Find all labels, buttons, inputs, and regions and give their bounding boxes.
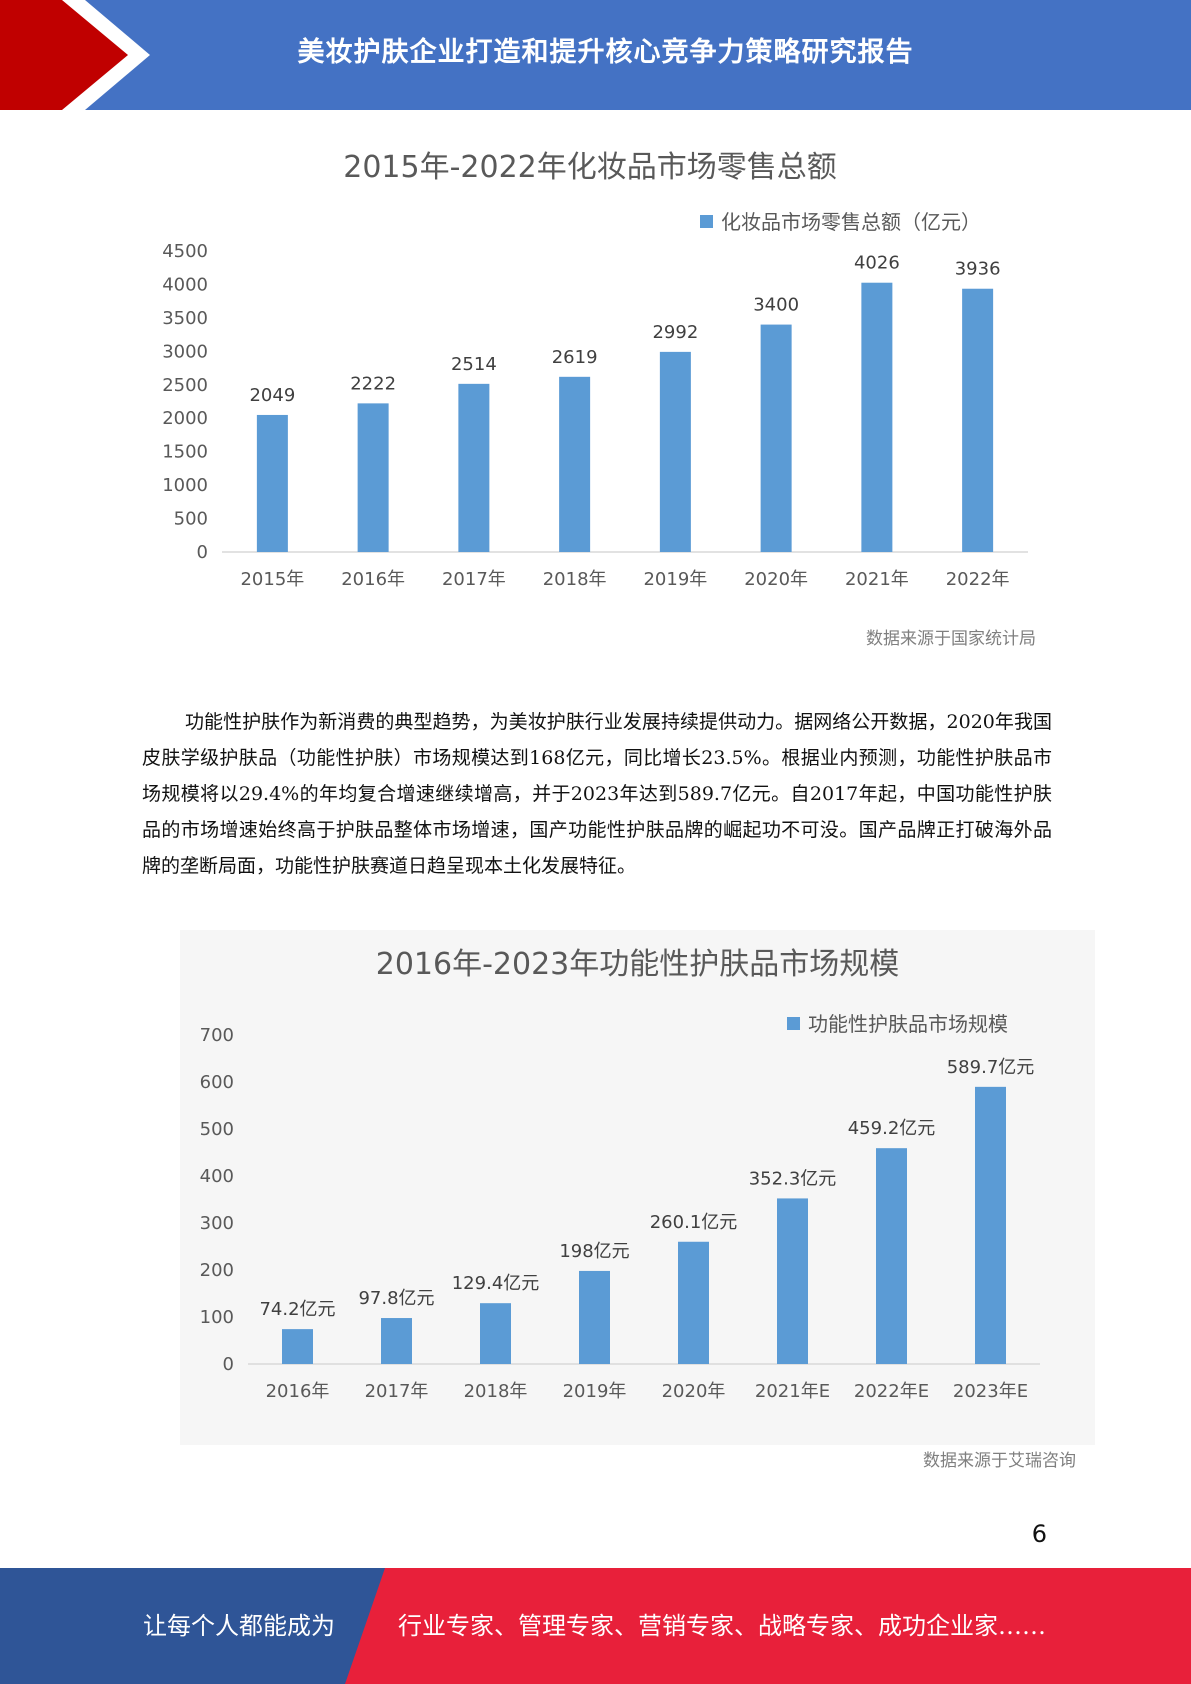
chart-source-note: 数据来源于艾瑞咨询 — [923, 1451, 1076, 1471]
page-header: 美妆护肤企业打造和提升核心竞争力策略研究报告 — [0, 0, 1191, 110]
x-tick-label: 2019年 — [563, 1381, 627, 1402]
data-label: 2619 — [552, 347, 598, 368]
chart-source-note: 数据来源于国家统计局 — [866, 629, 1036, 649]
bar — [559, 376, 591, 552]
functional-skincare-plot: 0 100 200 300 400 500 600 700 74.2亿元 2016年 97.8亿元 2… — [200, 1025, 1040, 1402]
y-tick-label: 500 — [174, 509, 208, 530]
data-label: 2222 — [350, 373, 396, 394]
functional-skincare-chart: 2016年-2023年功能性护肤品市场规模 功能性护肤品市场规模 0 100 200… — [180, 930, 1095, 1445]
bar — [876, 1148, 907, 1364]
bar — [962, 288, 994, 552]
bar — [458, 383, 490, 552]
retail-sales-plot: 0 500 1000 1500 2000 2500 3000 3500 4000 4500 2049… — [162, 241, 1028, 590]
bar — [678, 1241, 709, 1364]
header-chevron-decoration — [0, 0, 150, 110]
y-tick-label: 3000 — [162, 341, 208, 362]
chart-title: 2015年-2022年化妆品市场零售总额 — [343, 150, 837, 185]
footer-tagline-right: 行业专家、管理专家、营销专家、战略专家、成功企业家…… — [398, 1612, 1046, 1640]
data-label: 3936 — [955, 259, 1001, 280]
chart-legend: 化妆品市场零售总额（亿元） — [700, 206, 981, 235]
x-tick-label: 2018年 — [543, 569, 607, 590]
legend-label: 化妆品市场零售总额（亿元） — [721, 210, 981, 234]
data-label: 74.2亿元 — [259, 1299, 335, 1320]
data-label: 589.7亿元 — [947, 1057, 1035, 1078]
bar — [760, 324, 792, 552]
x-tick-label: 2019年 — [643, 569, 707, 590]
page-footer: 让每个人都能成为 行业专家、管理专家、营销专家、战略专家、成功企业家…… — [0, 1568, 1191, 1684]
page-number: 6 — [1031, 1520, 1047, 1548]
y-tick-label: 100 — [200, 1307, 234, 1328]
body-paragraph: 功能性护肤作为新消费的典型趋势，为美妆护肤行业发展持续提供动力。据网络公开数据，… — [142, 711, 1052, 877]
data-label: 2049 — [249, 385, 295, 406]
x-tick-label: 2022年E — [854, 1381, 929, 1402]
bar — [480, 1303, 511, 1364]
bar — [282, 1329, 313, 1364]
header-title: 美妆护肤企业打造和提升核心竞争力策略研究报告 — [297, 37, 914, 68]
bar — [256, 414, 288, 552]
data-label: 260.1亿元 — [650, 1212, 738, 1233]
bar — [357, 403, 389, 552]
chart-title: 2016年-2023年功能性护肤品市场规模 — [375, 947, 900, 982]
bar — [777, 1198, 808, 1364]
data-label: 3400 — [753, 295, 799, 316]
data-label: 459.2亿元 — [848, 1118, 936, 1139]
x-tick-label: 2018年 — [464, 1381, 528, 1402]
footer-tagline-left: 让每个人都能成为 — [143, 1612, 335, 1640]
x-tick-label: 2023年E — [953, 1381, 1028, 1402]
y-tick-label: 4000 — [162, 274, 208, 295]
y-tick-label: 3500 — [162, 308, 208, 329]
y-tick-label: 2000 — [162, 408, 208, 429]
x-tick-label: 2020年 — [662, 1381, 726, 1402]
bar — [861, 282, 893, 552]
bar — [381, 1318, 412, 1364]
bar — [975, 1086, 1006, 1364]
x-tick-label: 2021年 — [845, 569, 909, 590]
y-tick-label: 700 — [200, 1025, 234, 1046]
x-tick-label: 2016年 — [266, 1381, 330, 1402]
data-label: 198亿元 — [559, 1241, 629, 1262]
y-tick-label: 1000 — [162, 475, 208, 496]
y-tick-label: 300 — [200, 1213, 234, 1234]
y-tick-label: 400 — [200, 1166, 234, 1187]
x-tick-label: 2020年 — [744, 569, 808, 590]
y-tick-label: 500 — [200, 1119, 234, 1140]
y-tick-label: 0 — [223, 1354, 234, 1375]
data-label: 97.8亿元 — [358, 1288, 434, 1309]
x-tick-label: 2017年 — [442, 569, 506, 590]
legend-label: 功能性护肤品市场规模 — [808, 1012, 1008, 1036]
retail-sales-chart: 2015年-2022年化妆品市场零售总额 化妆品市场零售总额（亿元） 0 500 1… — [140, 128, 1040, 648]
y-tick-label: 0 — [197, 542, 208, 563]
data-label: 352.3亿元 — [749, 1168, 837, 1189]
y-tick-label: 200 — [200, 1260, 234, 1281]
x-tick-label: 2021年E — [755, 1381, 830, 1402]
data-label: 2992 — [652, 322, 698, 343]
chart-legend: 功能性护肤品市场规模 — [787, 1008, 1008, 1037]
footer-background — [0, 1568, 1191, 1684]
x-tick-label: 2022年 — [946, 569, 1010, 590]
data-label: 4026 — [854, 253, 900, 274]
bar — [659, 351, 691, 552]
x-tick-label: 2016年 — [341, 569, 405, 590]
legend-swatch — [787, 1017, 800, 1030]
y-tick-label: 1500 — [162, 442, 208, 463]
x-tick-label: 2017年 — [365, 1381, 429, 1402]
x-tick-label: 2015年 — [240, 569, 304, 590]
legend-swatch — [700, 215, 713, 228]
bar — [579, 1270, 610, 1364]
y-tick-label: 2500 — [162, 375, 208, 396]
y-tick-label: 4500 — [162, 241, 208, 262]
y-tick-label: 600 — [200, 1072, 234, 1093]
data-label: 129.4亿元 — [452, 1273, 540, 1294]
data-label: 2514 — [451, 354, 497, 375]
